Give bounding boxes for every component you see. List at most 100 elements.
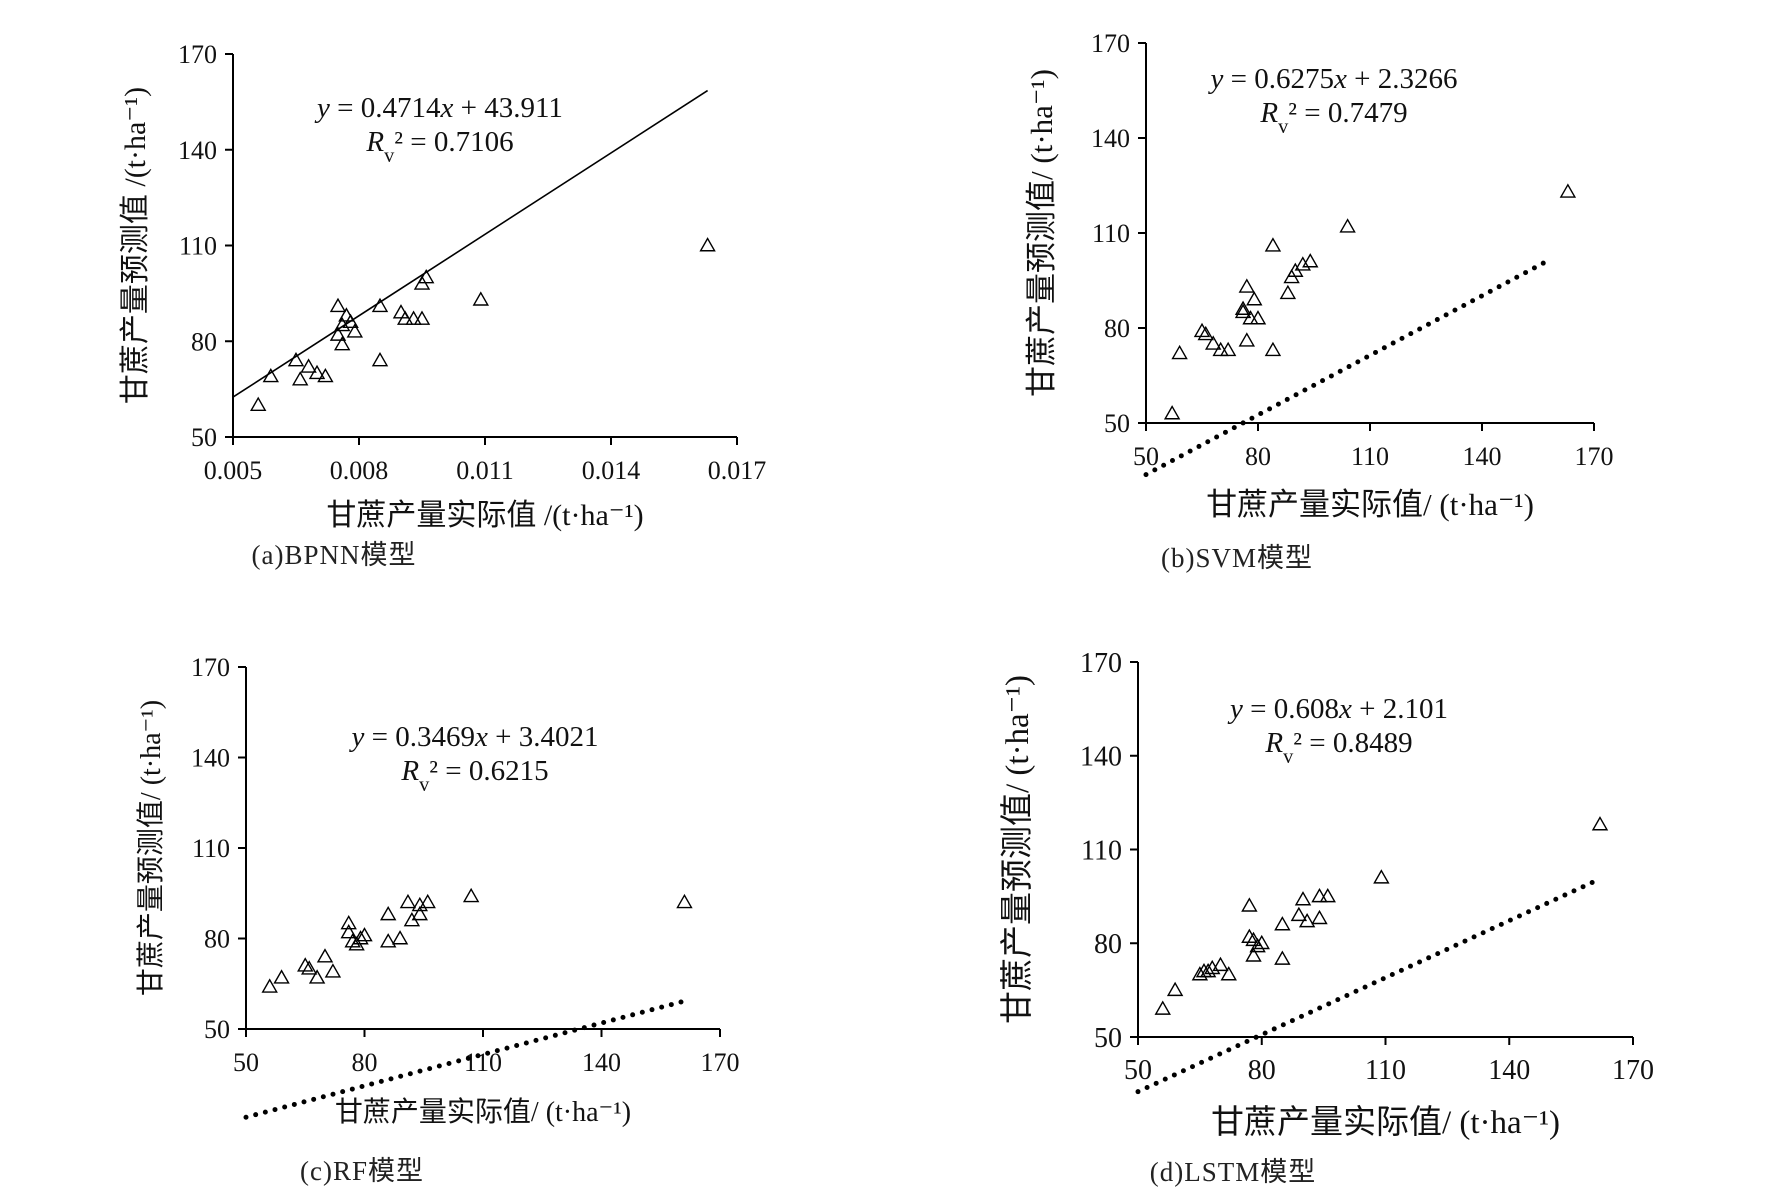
data-point — [419, 893, 436, 909]
data-point — [300, 960, 318, 975]
x-tick-label: 140 — [1463, 442, 1502, 471]
y-axis-label: 甘蔗产量预测值/ (t·ha⁻¹) — [135, 700, 167, 996]
x-axis-label: 甘蔗产量实际值 /(t·ha⁻¹) — [326, 499, 643, 532]
data-point — [333, 336, 351, 351]
data-point — [329, 326, 347, 341]
y-tick-label: 110 — [1092, 219, 1130, 248]
data-point — [1311, 909, 1328, 925]
data-point — [346, 323, 364, 338]
data-point — [1199, 962, 1217, 978]
data-point — [379, 933, 397, 948]
data-point — [1591, 816, 1609, 831]
y-axis-label: 甘蔗产量预测值/ (t·ha⁻¹) — [1024, 69, 1059, 397]
data-point — [249, 396, 267, 412]
data-point — [1264, 237, 1282, 252]
data-point — [411, 896, 429, 912]
x-tick-label: 110 — [1365, 1055, 1406, 1086]
data-point — [297, 957, 314, 972]
data-point — [1373, 869, 1390, 884]
data-point — [1238, 278, 1256, 293]
y-tick-label: 140 — [1080, 742, 1122, 773]
data-point — [1274, 950, 1291, 965]
x-tick-label: 0.017 — [708, 456, 767, 485]
data-point — [1319, 887, 1336, 903]
y-tick-label: 140 — [178, 136, 217, 165]
data-point — [352, 930, 369, 945]
regression-equation: y = 0.3469x + 3.4021 — [349, 721, 599, 753]
data-point — [261, 978, 278, 993]
data-point — [1298, 912, 1316, 928]
x-tick-label: 0.011 — [456, 456, 514, 485]
y-tick-label: 80 — [1094, 929, 1122, 960]
data-point — [1171, 344, 1188, 360]
data-point — [1311, 887, 1328, 903]
data-point — [287, 351, 305, 367]
data-point — [379, 905, 397, 921]
data-point — [1204, 335, 1222, 350]
x-axis-label: 甘蔗产量实际值/ (t·ha⁻¹) — [1211, 1104, 1560, 1141]
data-point — [1238, 332, 1256, 347]
data-point — [1249, 310, 1267, 325]
data-point — [329, 297, 347, 313]
data-point — [1253, 934, 1270, 950]
data-point — [262, 367, 280, 383]
r-squared: Rv² = 0.7479 — [1259, 97, 1407, 138]
data-point — [308, 969, 326, 984]
data-point — [462, 887, 480, 903]
y-tick-label: 50 — [1094, 1023, 1122, 1054]
x-tick-label: 0.008 — [330, 456, 389, 485]
data-point — [405, 310, 422, 325]
data-point — [340, 915, 357, 930]
regression-equation: y = 0.4714x + 43.911 — [314, 92, 563, 124]
y-tick-label: 80 — [204, 925, 230, 954]
y-tick-label: 80 — [191, 327, 217, 356]
data-point — [1245, 931, 1262, 947]
data-point — [1249, 937, 1266, 953]
x-tick-label: 50 — [1124, 1055, 1152, 1086]
data-point — [411, 905, 429, 921]
y-tick-label: 140 — [1091, 124, 1130, 153]
x-tick-label: 80 — [1245, 442, 1271, 471]
x-tick-label: 110 — [1351, 442, 1389, 471]
data-point — [308, 364, 326, 380]
regression-equation: y = 0.608x + 2.101 — [1227, 693, 1448, 725]
x-tick-label: 110 — [464, 1048, 502, 1077]
x-axis-label: 甘蔗产量实际值/ (t·ha⁻¹) — [1206, 487, 1534, 522]
x-tick-label: 0.014 — [582, 456, 641, 485]
data-point — [399, 893, 417, 909]
data-point — [1302, 253, 1319, 268]
data-point — [676, 893, 693, 909]
data-point — [1241, 897, 1258, 912]
data-point — [1241, 928, 1258, 943]
data-point — [1294, 256, 1312, 271]
data-point — [324, 963, 342, 978]
data-point — [317, 367, 334, 383]
data-point — [1245, 947, 1262, 962]
data-point — [356, 927, 373, 942]
x-tick-label: 140 — [582, 1048, 621, 1077]
x-tick-label: 170 — [1612, 1055, 1654, 1086]
data-point — [1212, 956, 1229, 972]
data-point — [273, 969, 290, 984]
data-point — [417, 269, 435, 284]
x-tick-label: 170 — [1575, 442, 1614, 471]
x-tick-label: 0.005 — [204, 456, 263, 485]
data-point — [344, 933, 361, 948]
data-point — [340, 924, 357, 939]
y-tick-label: 50 — [1104, 409, 1130, 438]
caption-lstm: (d)LSTM模型 — [1149, 1157, 1317, 1187]
data-point — [371, 297, 389, 313]
x-tick-label: 50 — [233, 1048, 259, 1077]
data-point — [1264, 341, 1282, 357]
data-point — [1197, 325, 1214, 341]
y-tick-label: 110 — [179, 232, 217, 261]
y-axis-label: 甘蔗产量预测值 /(t·ha⁻¹) — [119, 87, 152, 404]
data-point — [1234, 300, 1252, 315]
x-tick-label: 80 — [1248, 1055, 1276, 1086]
caption-rf: (c)RF模型 — [300, 1156, 424, 1186]
data-point — [1154, 1000, 1171, 1015]
